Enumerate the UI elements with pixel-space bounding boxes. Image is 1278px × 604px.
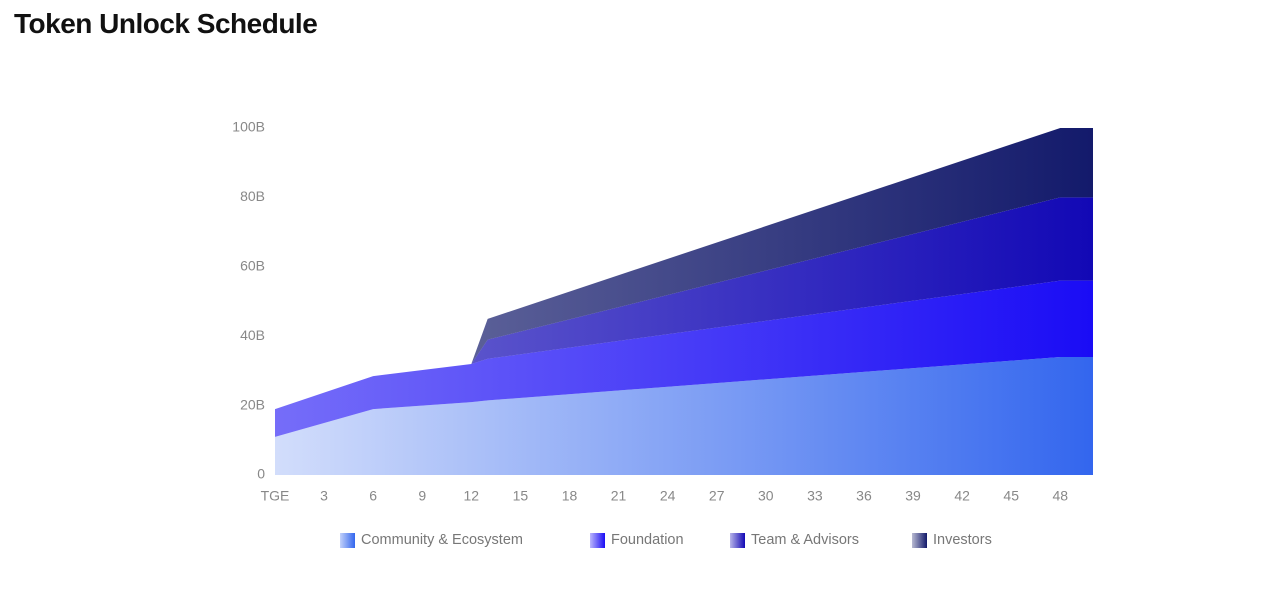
y-tick-label: 60B <box>240 258 265 274</box>
y-tick-label: 0 <box>257 466 265 482</box>
x-tick-label: 39 <box>905 488 921 504</box>
legend-label: Team & Advisors <box>751 532 859 548</box>
y-tick-label: 40B <box>240 327 265 343</box>
x-tick-label: 45 <box>1003 488 1019 504</box>
x-tick-label: 6 <box>369 488 377 504</box>
x-tick-label: 24 <box>660 488 676 504</box>
x-tick-label: 36 <box>856 488 872 504</box>
legend-swatch <box>912 533 927 548</box>
x-tick-label: 3 <box>320 488 328 504</box>
legend-swatch <box>340 533 355 548</box>
x-tick-label: 12 <box>464 488 480 504</box>
legend-label: Community & Ecosystem <box>361 532 523 548</box>
legend-label: Investors <box>933 532 992 548</box>
legend-swatch <box>590 533 605 548</box>
chart-title: Token Unlock Schedule <box>14 8 318 39</box>
x-tick-label: 27 <box>709 488 725 504</box>
area <box>275 357 1093 475</box>
x-tick-label: 48 <box>1052 488 1068 504</box>
x-tick-label: 18 <box>562 488 578 504</box>
x-tick-label: 9 <box>418 488 426 504</box>
legend-swatch <box>730 533 745 548</box>
y-tick-label: 100B <box>232 119 265 135</box>
y-tick-label: 20B <box>240 396 265 412</box>
x-tick-label: 15 <box>513 488 529 504</box>
area <box>275 197 1093 410</box>
x-tick-label: 42 <box>954 488 970 504</box>
x-tick-label: 30 <box>758 488 774 504</box>
x-tick-label: TGE <box>261 488 290 504</box>
y-tick-label: 80B <box>240 188 265 204</box>
x-tick-label: 21 <box>611 488 627 504</box>
area <box>275 280 1093 437</box>
area <box>275 128 1093 410</box>
x-tick-label: 33 <box>807 488 823 504</box>
legend-label: Foundation <box>611 532 684 548</box>
